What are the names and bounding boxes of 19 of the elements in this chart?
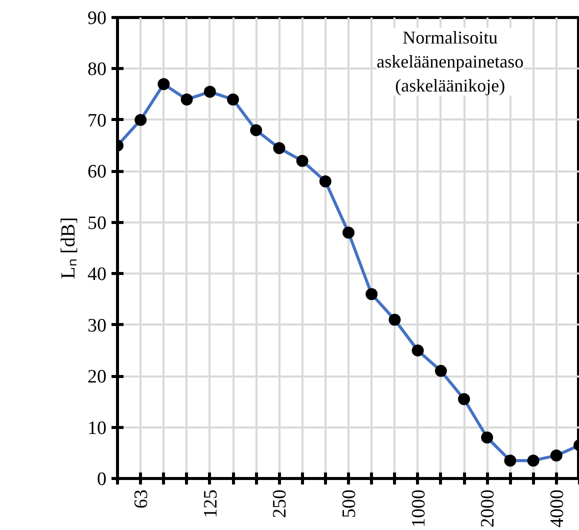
x-tick-label: 2000 xyxy=(478,490,499,528)
x-tick-label: 4000 xyxy=(546,490,568,528)
y-tick-label: 20 xyxy=(88,366,106,388)
y-tick-label: 70 xyxy=(88,110,106,132)
y-tick-label: 60 xyxy=(88,162,106,183)
x-tick-label: 250 xyxy=(270,490,291,518)
x-tick-label: 125 xyxy=(200,490,222,518)
y-tick-label: 80 xyxy=(88,59,106,80)
y-tick-label: 50 xyxy=(88,212,106,234)
y-axis-title: Lₙ [dB] xyxy=(58,217,80,279)
y-tick-label: 30 xyxy=(88,315,106,336)
annotation: Normalisoitu askeläänenpainetaso (askeläänikoje) xyxy=(376,28,524,96)
y-tick-label: 90 xyxy=(88,8,106,29)
x-tick-label: 500 xyxy=(339,490,360,518)
x-tick-label: 1000 xyxy=(408,490,430,528)
y-tick-label: 0 xyxy=(97,469,106,490)
y-tick-label: 10 xyxy=(88,418,106,439)
x-tick-label: 63 xyxy=(131,490,152,508)
y-tick-label: 40 xyxy=(88,264,106,286)
